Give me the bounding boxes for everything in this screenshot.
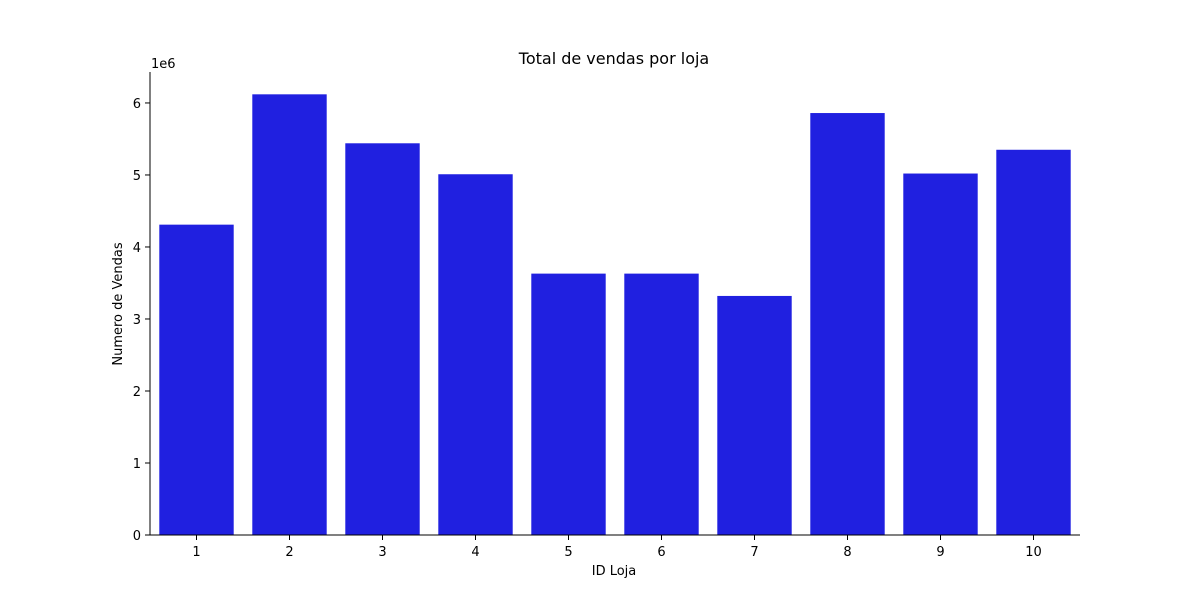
y-tick-label: 3 xyxy=(133,313,141,328)
y-axis-label: Numero de Vendas xyxy=(111,242,126,365)
x-tick-label: 7 xyxy=(750,545,758,560)
x-tick-label: 6 xyxy=(657,545,665,560)
bar-loja-2 xyxy=(252,94,327,535)
bars-group xyxy=(159,94,1071,535)
y-tick-label: 4 xyxy=(133,241,141,256)
y-tick-label: 2 xyxy=(133,385,141,400)
x-tick-label: 4 xyxy=(471,545,479,560)
x-tick-label: 1 xyxy=(192,545,200,560)
bar-loja-10 xyxy=(996,149,1071,535)
bar-loja-3 xyxy=(345,143,420,535)
chart-title: Total de vendas por loja xyxy=(518,49,709,68)
x-tick-label: 5 xyxy=(564,545,572,560)
y-offset-label: 1e6 xyxy=(151,57,176,72)
x-tick-label: 3 xyxy=(378,545,386,560)
x-ticks-group: 1 2 3 4 5 6 7 8 9 10 xyxy=(192,535,1042,560)
bar-loja-9 xyxy=(903,173,978,535)
y-tick-label: 1 xyxy=(133,457,141,472)
bar-loja-6 xyxy=(624,273,699,535)
y-tick-label: 0 xyxy=(133,529,141,544)
x-axis-label: ID Loja xyxy=(592,564,637,579)
x-tick-label: 10 xyxy=(1025,545,1042,560)
bar-loja-7 xyxy=(717,295,792,535)
bar-loja-8 xyxy=(810,113,885,535)
bar-loja-4 xyxy=(438,174,513,535)
bar-loja-5 xyxy=(531,273,606,535)
x-tick-label: 2 xyxy=(285,545,293,560)
bar-loja-1 xyxy=(159,224,234,535)
x-tick-label: 8 xyxy=(843,545,851,560)
x-tick-label: 9 xyxy=(936,545,944,560)
y-tick-label: 6 xyxy=(133,97,141,112)
y-ticks-group: 0 1 2 3 4 5 6 xyxy=(133,97,150,544)
y-tick-label: 5 xyxy=(133,169,141,184)
